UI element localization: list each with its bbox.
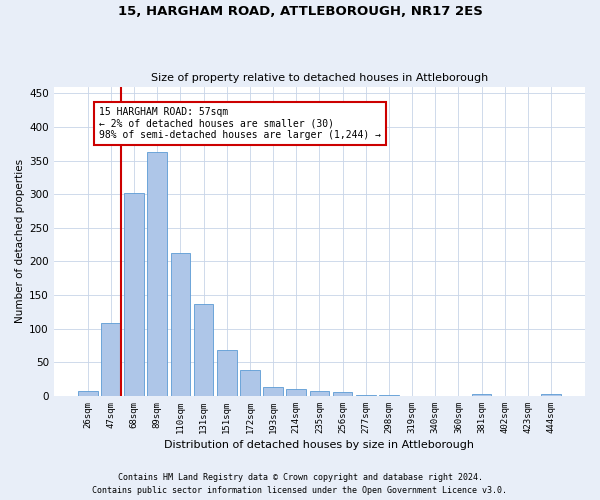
Bar	[379, 394, 399, 396]
Bar	[217, 350, 236, 396]
Y-axis label: Number of detached properties: Number of detached properties	[15, 159, 25, 324]
Title: Size of property relative to detached houses in Attleborough: Size of property relative to detached ho…	[151, 73, 488, 83]
Bar	[240, 370, 260, 396]
Bar	[148, 152, 167, 396]
Bar	[170, 254, 190, 396]
X-axis label: Distribution of detached houses by size in Attleborough: Distribution of detached houses by size …	[164, 440, 475, 450]
Bar	[333, 392, 352, 396]
Bar	[541, 394, 561, 396]
Bar	[472, 394, 491, 396]
Bar	[124, 193, 144, 396]
Bar	[194, 304, 214, 396]
Text: 15, HARGHAM ROAD, ATTLEBOROUGH, NR17 2ES: 15, HARGHAM ROAD, ATTLEBOROUGH, NR17 2ES	[118, 5, 482, 18]
Text: 15 HARGHAM ROAD: 57sqm
← 2% of detached houses are smaller (30)
98% of semi-deta: 15 HARGHAM ROAD: 57sqm ← 2% of detached …	[100, 106, 382, 140]
Bar	[356, 394, 376, 396]
Bar	[310, 390, 329, 396]
Bar	[263, 387, 283, 396]
Bar	[101, 324, 121, 396]
Text: Contains HM Land Registry data © Crown copyright and database right 2024.
Contai: Contains HM Land Registry data © Crown c…	[92, 474, 508, 495]
Bar	[78, 390, 98, 396]
Bar	[286, 389, 306, 396]
